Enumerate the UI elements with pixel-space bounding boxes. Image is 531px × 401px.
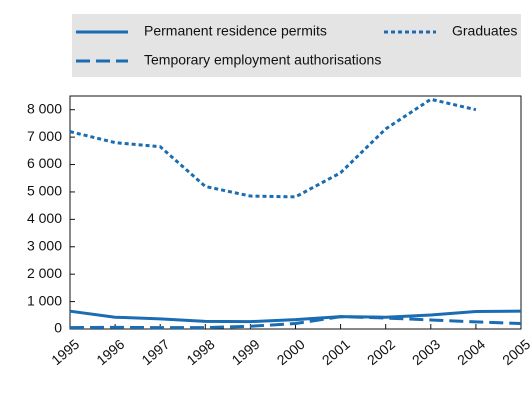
y-tick-label: 2 000 — [27, 265, 62, 281]
x-tick-label: 1998 — [183, 336, 217, 368]
x-tick-label: 2003 — [409, 336, 443, 368]
x-tick-label: 2002 — [364, 336, 398, 368]
series-line — [69, 97, 477, 199]
x-tick-label: 2004 — [454, 336, 488, 368]
legend-label: Permanent residence permits — [144, 23, 327, 39]
series-line — [69, 309, 522, 324]
x-tick-label: 1999 — [229, 336, 263, 368]
x-tick-label: 2005 — [499, 336, 531, 368]
legend-box — [72, 14, 521, 77]
y-tick-label: 0 — [54, 320, 62, 336]
y-tick-label: 3 000 — [27, 237, 62, 253]
x-tick-label: 2000 — [274, 336, 308, 368]
legend-label: Graduates — [452, 23, 517, 39]
x-tick-label: 1997 — [138, 336, 172, 368]
x-tick-label: 1996 — [93, 336, 127, 368]
legend-label: Temporary employment authorisations — [144, 52, 381, 68]
plot-frame — [69, 95, 522, 330]
y-tick-label: 1 000 — [27, 292, 62, 308]
y-tick-label: 4 000 — [27, 210, 62, 226]
x-tick-label: 1995 — [48, 336, 82, 368]
y-tick-label: 8 000 — [27, 100, 62, 116]
y-tick-label: 5 000 — [27, 183, 62, 199]
series-line — [69, 315, 522, 330]
y-tick-label: 7 000 — [27, 128, 62, 144]
y-tick-label: 6 000 — [27, 155, 62, 171]
x-tick-label: 2001 — [319, 336, 353, 368]
